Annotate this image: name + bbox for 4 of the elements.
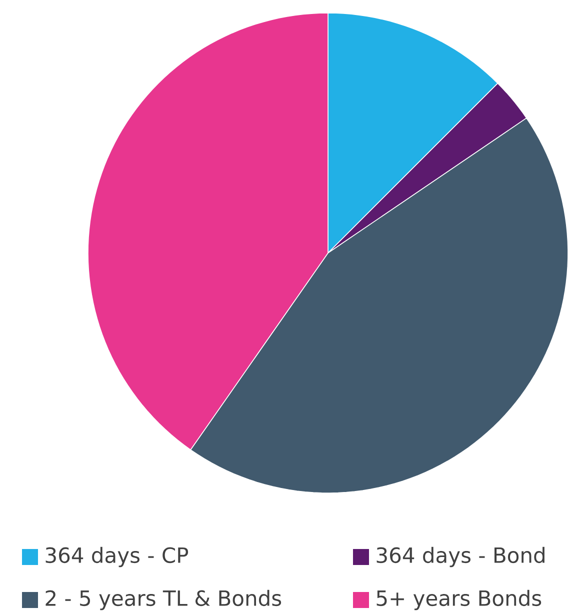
legend-label: 2 - 5 years TL & Bonds xyxy=(46,590,282,610)
legend-label: 5+ years Bonds xyxy=(376,590,542,610)
legend-label: 364 days - CP xyxy=(46,546,188,568)
legend-label: 364 days - Bond xyxy=(376,546,544,568)
